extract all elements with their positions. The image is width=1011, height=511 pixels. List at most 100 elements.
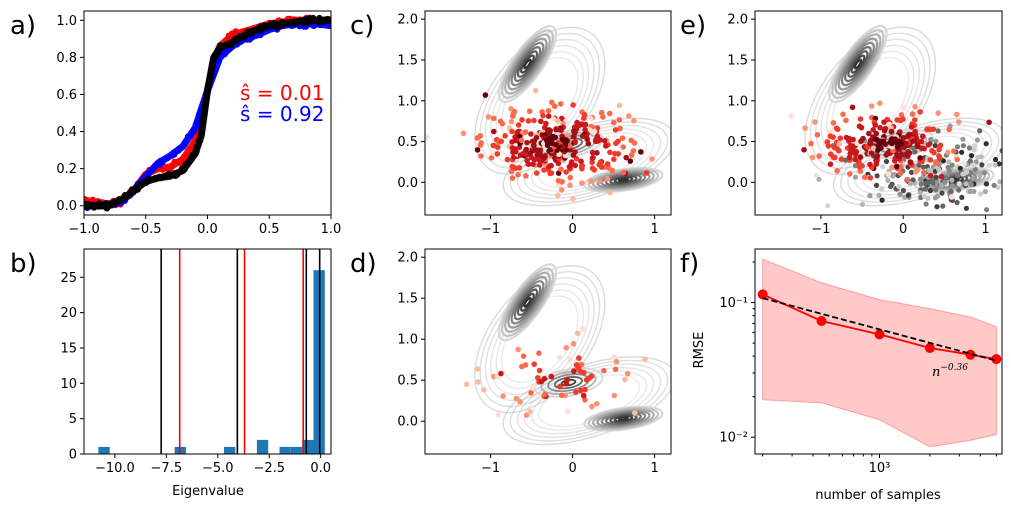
b-xlabel: Eigenvalue xyxy=(172,484,244,499)
sample-point-grey xyxy=(945,164,951,170)
sample-point-red xyxy=(572,139,578,146)
sample-point-red xyxy=(914,167,921,173)
sample-point-red xyxy=(867,175,874,181)
sample-point-red xyxy=(522,362,529,368)
series-blue-point xyxy=(194,120,200,127)
e-axes-frame xyxy=(754,10,1003,216)
sample-point-grey xyxy=(916,162,922,168)
e-xtick-label: −1 xyxy=(811,222,830,237)
contour-line-outer xyxy=(530,132,648,192)
sample-point-grey xyxy=(968,153,975,159)
sample-point-grey xyxy=(932,143,938,149)
sample-point-grey xyxy=(961,161,967,167)
panel-b-eigenvalue-histogram: −10.0 −7.5 −5.0 −2.5 0.0 0 5 10 15 20 25 Eigenvalu… xyxy=(60,248,332,499)
sample-point-red xyxy=(564,138,570,144)
contour-line-well xyxy=(596,409,651,428)
series-black-point xyxy=(261,22,267,29)
a-ytick-label: 0.6 xyxy=(56,88,77,103)
sample-point-grey xyxy=(968,181,974,188)
c-xtick-label: 1 xyxy=(650,222,658,237)
sample-point-grey xyxy=(876,192,882,198)
sample-point-grey xyxy=(997,179,1002,185)
sample-point-red xyxy=(558,101,564,107)
contour-line-well xyxy=(520,54,535,74)
sample-point-red xyxy=(816,153,822,159)
sample-point-red xyxy=(606,110,613,117)
sample-point-red xyxy=(519,117,525,123)
contour-line-well xyxy=(831,29,885,99)
sample-point-red xyxy=(898,112,905,118)
histogram-bar xyxy=(98,446,110,454)
sample-point-red xyxy=(463,381,470,388)
sample-point-red xyxy=(642,356,648,362)
series-black-point xyxy=(133,186,140,193)
d-ytick-label: 1.0 xyxy=(397,333,418,348)
sample-point-red xyxy=(881,119,887,125)
e-ytick-label: 0.5 xyxy=(727,135,748,150)
sample-point-red xyxy=(866,130,872,137)
f-ytick-label: 10⁻¹ xyxy=(719,296,748,311)
sample-point-red xyxy=(567,174,574,181)
c-ytick-label: 0.5 xyxy=(397,135,418,150)
sample-point-grey xyxy=(843,157,849,163)
sample-point-red xyxy=(516,165,523,171)
f-axes-frame xyxy=(754,248,1003,455)
e-ytick-label: 1.5 xyxy=(727,53,748,68)
sample-point-red xyxy=(616,117,623,123)
sample-point-grey xyxy=(963,205,970,211)
series-blue-point xyxy=(170,150,177,156)
series-black-point xyxy=(111,198,118,205)
contour-line-well xyxy=(837,37,879,91)
sample-point-red xyxy=(515,346,521,353)
a-ytick-label: 1.0 xyxy=(56,14,77,29)
sample-point-red xyxy=(616,102,623,109)
sample-point-red xyxy=(827,151,834,157)
contour-line-well xyxy=(516,288,539,317)
sample-point-red xyxy=(909,111,916,117)
series-black-point xyxy=(198,129,205,136)
sample-point-red xyxy=(867,161,873,168)
sample-point-red xyxy=(620,169,627,176)
sample-point-red xyxy=(541,375,548,382)
sample-point-red xyxy=(937,142,944,149)
sample-point-red xyxy=(877,100,883,106)
sample-point-grey xyxy=(977,128,983,134)
sample-point-grey xyxy=(918,181,924,187)
contour-line-well xyxy=(587,407,660,431)
contour-line-well xyxy=(844,46,872,83)
sample-point-grey xyxy=(879,186,885,192)
sample-point-grey xyxy=(943,175,949,181)
sample-point-red xyxy=(643,170,650,176)
histogram-bar xyxy=(302,439,314,454)
series-blue-point xyxy=(150,164,157,171)
sample-point-red xyxy=(836,141,843,147)
sample-point-red xyxy=(589,149,596,156)
contour-line-well xyxy=(523,58,532,70)
sample-point-grey xyxy=(908,169,915,175)
sample-point-red xyxy=(830,134,836,140)
series-black-point xyxy=(193,144,200,151)
sample-point-red xyxy=(638,149,644,155)
sample-point-red xyxy=(920,133,926,140)
sample-point-grey xyxy=(974,137,981,143)
sample-point-grey xyxy=(949,183,955,189)
sample-point-red xyxy=(611,354,617,360)
series-black-point xyxy=(268,23,275,30)
sample-point-red xyxy=(953,111,960,118)
sample-point-grey xyxy=(966,145,973,151)
sample-point-red xyxy=(570,102,576,108)
sample-point-red xyxy=(601,138,608,144)
sample-point-red xyxy=(588,115,594,122)
sample-point-red xyxy=(563,169,569,175)
sample-point-red xyxy=(558,127,564,133)
sample-point-red xyxy=(859,163,865,169)
panel-c-scatter-contour: −1 0 1 0.0 0.5 1.0 1.5 2.0 xyxy=(397,10,672,237)
sample-point-red xyxy=(580,326,586,332)
sample-point-red xyxy=(578,387,584,394)
sample-point-grey xyxy=(940,203,946,209)
sample-point-red xyxy=(898,151,905,158)
rmse-point xyxy=(757,289,768,300)
sample-point-grey xyxy=(977,172,983,178)
sample-point-red xyxy=(945,149,951,156)
sample-point-red xyxy=(579,133,586,139)
